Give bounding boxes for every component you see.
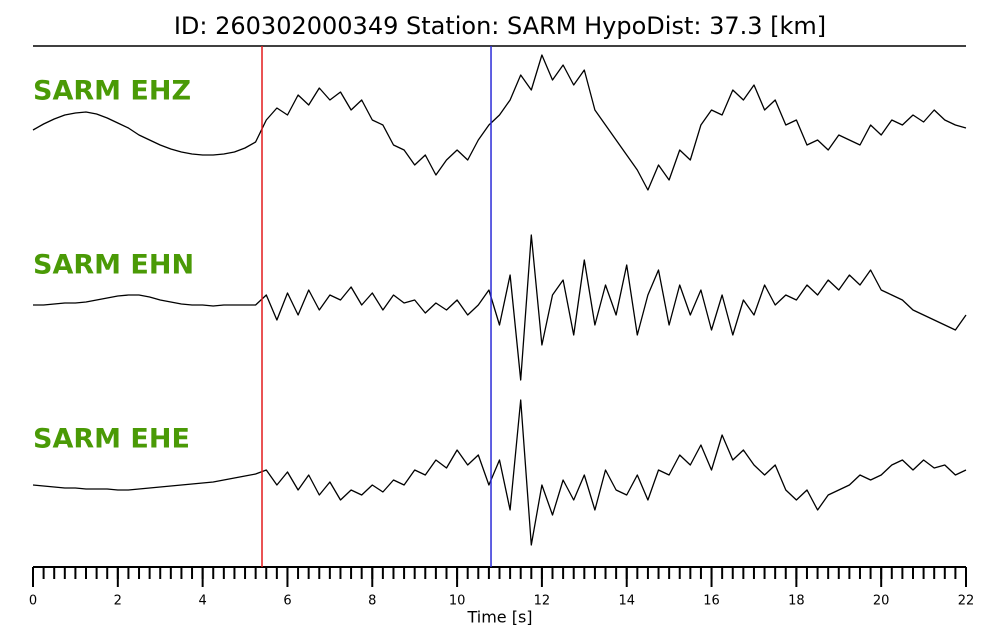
x-tick-label: 2 — [114, 594, 122, 609]
trace-label: SARM EHE — [33, 424, 190, 455]
x-axis-label: Time [s] — [466, 608, 532, 627]
x-tick-label: 20 — [873, 594, 890, 609]
x-tick-label: 12 — [534, 594, 551, 609]
trace — [32, 54, 967, 191]
x-tick-label: 22 — [958, 594, 975, 609]
trace-label: SARM EHN — [33, 250, 194, 281]
trace — [33, 234, 967, 381]
x-tick-label: 8 — [368, 594, 376, 609]
trace-label: SARM EHZ — [33, 76, 191, 107]
x-tick-label: 16 — [703, 594, 720, 609]
x-tick-label: 18 — [788, 594, 805, 609]
x-tick-label: 14 — [618, 594, 635, 609]
x-tick-label: 0 — [29, 594, 37, 609]
chart-title: ID: 260302000349 Station: SARM HypoDist:… — [174, 12, 826, 40]
trace — [32, 399, 967, 546]
x-tick-label: 10 — [449, 594, 466, 609]
x-tick-label: 6 — [283, 594, 291, 609]
x-tick-label: 4 — [198, 594, 206, 609]
